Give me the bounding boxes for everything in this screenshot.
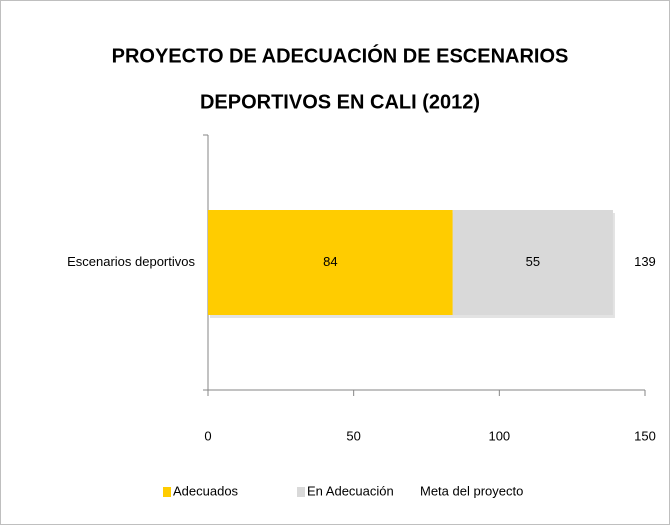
legend-label: Adecuados bbox=[173, 483, 239, 498]
bar bbox=[208, 210, 453, 315]
x-tick-label: 0 bbox=[204, 428, 211, 443]
legend-swatch bbox=[163, 487, 171, 497]
legend-label: En Adecuación bbox=[307, 483, 394, 498]
legend-swatch bbox=[297, 487, 305, 497]
legend-label: Meta del proyecto bbox=[420, 483, 523, 498]
data-label: 139 bbox=[634, 254, 656, 269]
x-tick-label: 150 bbox=[634, 428, 656, 443]
data-label: 84 bbox=[323, 254, 337, 269]
bar bbox=[452, 210, 613, 315]
x-tick-label: 50 bbox=[346, 428, 360, 443]
x-tick-label: 100 bbox=[488, 428, 510, 443]
chart-title: PROYECTO DE ADECUACIÓN DE ESCENARIOS bbox=[112, 43, 569, 67]
chart-title: DEPORTIVOS EN CALI (2012) bbox=[200, 91, 480, 113]
y-tick-label: Escenarios deportivos bbox=[67, 254, 195, 269]
data-label: 55 bbox=[526, 254, 540, 269]
